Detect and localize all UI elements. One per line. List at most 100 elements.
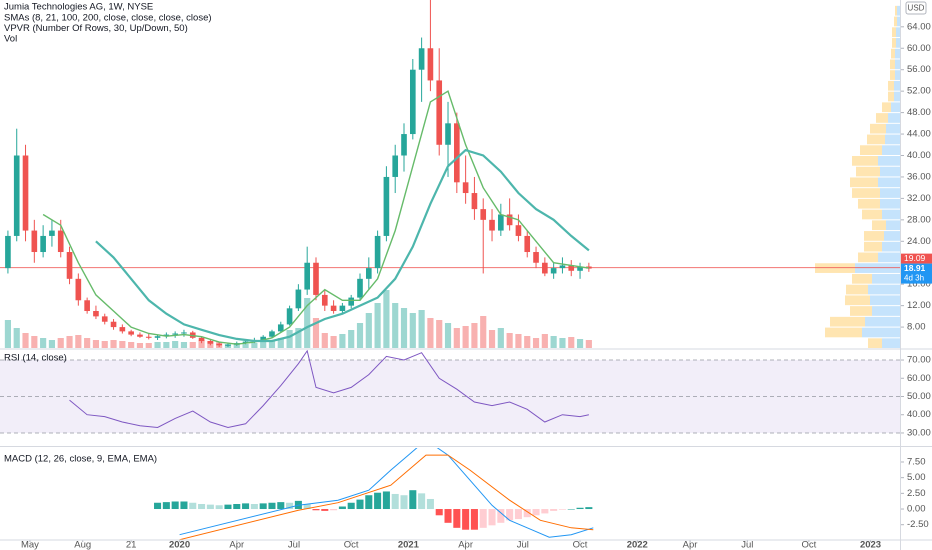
vpvr-up: [878, 252, 900, 263]
candle-body: [13, 155, 20, 236]
volume-bar: [22, 333, 29, 348]
volume-bar: [585, 340, 592, 348]
vpvr-up: [862, 327, 900, 338]
chart-title: Jumia Technologies AG, 1W, NYSE: [4, 2, 153, 13]
indicator-line: [95, 148, 590, 343]
macd-histogram-bar: [215, 505, 223, 510]
candle-body: [31, 230, 38, 253]
y-tick-label: 12.00: [907, 300, 931, 311]
x-tick-label: Apr: [683, 540, 698, 550]
candle-body: [119, 327, 126, 332]
vpvr-up: [880, 188, 900, 198]
candle-body: [568, 265, 575, 271]
x-tick-label: Apr: [229, 540, 244, 550]
vpvr-down: [892, 38, 896, 48]
macd-histogram-bar: [189, 502, 197, 510]
y-tick-label: 56.00: [907, 64, 931, 75]
volume-bar: [110, 340, 117, 348]
volume-bar: [312, 318, 320, 348]
vpvr-up: [872, 306, 900, 316]
y-tick-label: 48.00: [907, 107, 931, 118]
y-tick-label: 40.00: [907, 150, 931, 161]
macd-histogram-bar: [444, 509, 452, 523]
currency-label[interactable]: USD: [908, 4, 925, 13]
candle-body: [321, 294, 328, 306]
vpvr-up: [895, 48, 900, 59]
macd-histogram-bar: [198, 504, 206, 510]
vpvr-up: [886, 220, 900, 231]
candle-body: [295, 289, 302, 309]
volume-bar: [356, 323, 364, 348]
vpvr-down: [867, 134, 885, 145]
y-tick-label: 5.00: [907, 472, 926, 483]
volume-bar: [75, 335, 82, 348]
y-tick-label: 52.00: [907, 86, 931, 97]
vpvr-down: [850, 306, 872, 316]
volume-bar: [84, 338, 91, 348]
y-tick-label: 16.00: [907, 279, 931, 290]
volume-bar: [444, 323, 452, 348]
candle-body: [5, 235, 11, 269]
vpvr-down: [858, 252, 878, 263]
vpvr-down: [864, 241, 882, 252]
vpvr-down: [894, 16, 897, 27]
macd-histogram-bar: [435, 509, 443, 516]
macd-histogram-bar: [224, 504, 232, 510]
vpvr-down: [864, 231, 884, 241]
candle-body: [365, 268, 372, 279]
candle-body: [498, 214, 504, 231]
y-tick-label: 2.50: [907, 488, 926, 499]
macd-pane: [154, 448, 594, 540]
volume-bar: [251, 343, 258, 348]
candle-body: [480, 209, 487, 220]
macd-histogram-bar: [523, 509, 531, 518]
macd-histogram-bar: [400, 495, 408, 510]
macd-histogram-bar: [462, 509, 470, 530]
vpvr-down: [870, 123, 886, 134]
volume-bar: [436, 320, 443, 348]
volume-bar: [260, 342, 267, 348]
volume-bar: [488, 330, 496, 348]
y-tick-label: 40.00: [907, 409, 931, 420]
y-tick-label: 32.00: [907, 193, 931, 204]
macd-histogram-bar: [453, 509, 461, 528]
volume-bar: [154, 342, 161, 348]
indicator-line: [69, 350, 590, 429]
vpvr-down: [862, 209, 882, 220]
macd-histogram-bar: [576, 507, 584, 510]
currency-box[interactable]: [905, 1, 927, 15]
vpvr-up: [891, 102, 900, 113]
volume-bar: [330, 336, 337, 348]
volume-bar: [409, 313, 416, 348]
vpvr-up: [895, 59, 900, 70]
vpvr-up: [886, 123, 900, 134]
volume-bar: [462, 326, 469, 348]
vpvr-up: [896, 27, 900, 38]
macd-histogram-bar: [321, 509, 329, 511]
x-tick-label: Jul: [517, 540, 529, 550]
candle-body: [181, 332, 187, 334]
vpvr-down: [825, 327, 862, 338]
vpvr-up: [872, 273, 900, 284]
vpvr-down: [845, 295, 870, 306]
y-tick-label: 64.00: [907, 21, 931, 32]
candle-body: [101, 316, 108, 322]
candle-body: [154, 336, 161, 338]
candle-body: [75, 278, 82, 301]
volume-bar: [392, 303, 399, 348]
rsi-pane: [0, 350, 900, 434]
volume-bar: [48, 340, 56, 348]
x-tick-label: 2020: [169, 540, 190, 550]
macd-histogram-bar: [585, 507, 593, 510]
macd-histogram-bar: [488, 509, 496, 526]
x-tick-label: 2022: [627, 540, 648, 550]
candle-body: [207, 341, 214, 344]
vpvr-up: [880, 198, 900, 209]
vpvr-up: [884, 231, 900, 241]
indicator-label: MACD (12, 26, close, 9, EMA, EMA): [4, 454, 157, 465]
macd-histogram-bar: [470, 509, 478, 530]
candle-body: [269, 331, 275, 337]
x-tick-label: Jul: [288, 540, 300, 550]
volume-bar: [4, 320, 12, 348]
candle-body: [110, 321, 117, 328]
